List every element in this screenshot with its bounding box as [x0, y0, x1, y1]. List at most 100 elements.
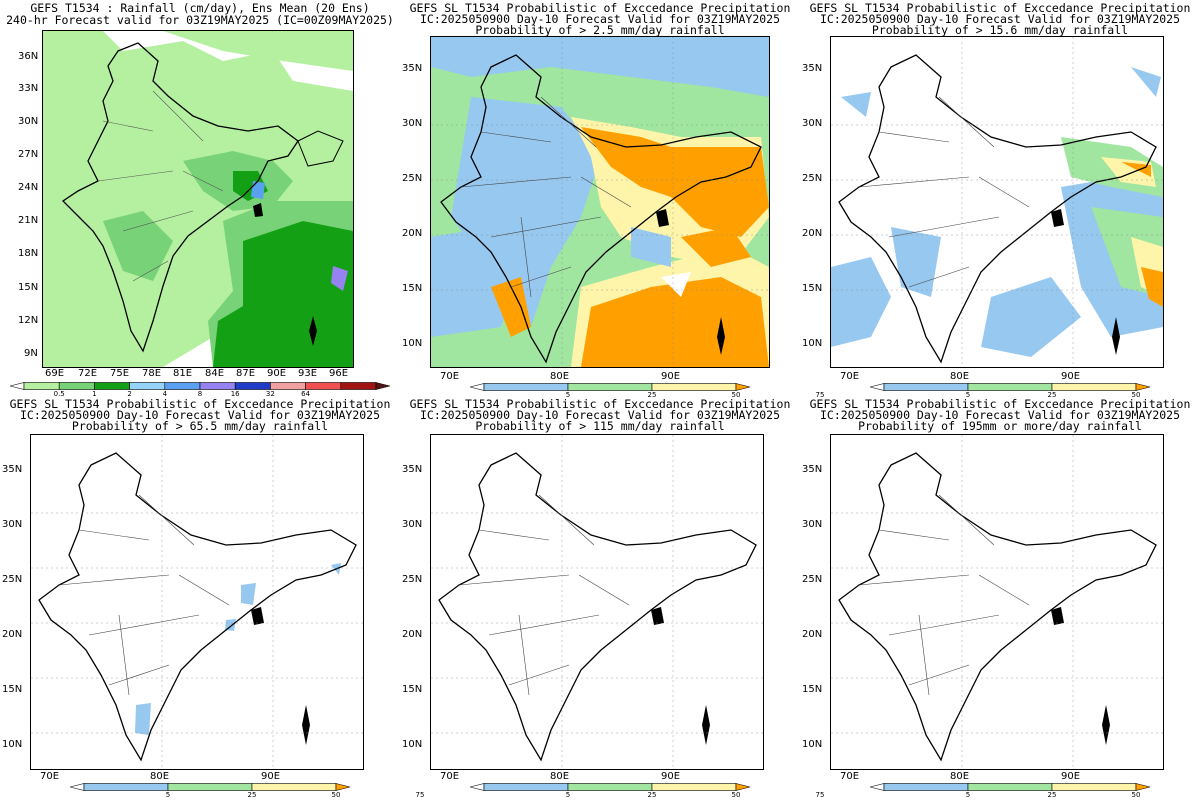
map-area [42, 30, 354, 368]
probability-map [831, 37, 1163, 367]
colorbar-segment [1135, 783, 1150, 791]
lat-label: 35N [402, 63, 423, 74]
lat-label: 20N [802, 629, 823, 640]
colorbar-segment [470, 783, 485, 791]
colorbar-tick-label: 25 [1047, 791, 1057, 799]
colorbar-tick-label: 0.5 [53, 390, 65, 398]
panel-title-line-1: GEFS SL T1534 Probabilistic of Exccedanc… [9, 397, 391, 411]
lon-label: 70E [840, 771, 860, 782]
panel-title-line-1: GEFS SL T1534 Probabilistic of Exccedanc… [409, 1, 791, 15]
panel-prob-65-5mm: GEFS SL T1534 Probabilistic of Exccedanc… [0, 397, 424, 800]
lat-label: 20N [802, 228, 823, 239]
lat-label: 15N [802, 684, 823, 695]
colorbar-segment [651, 783, 737, 791]
colorbar-segment [883, 383, 969, 391]
colorbar-tick-label: 25 [647, 791, 657, 799]
colorbar-tick-label: 50 [731, 791, 741, 799]
colorbar-segment [567, 783, 653, 791]
lon-label: 90E [261, 771, 281, 782]
colorbar-tick-label: 5 [565, 791, 571, 799]
map-area [30, 434, 364, 770]
lon-label: 69E [45, 368, 65, 379]
colorbar-segment [870, 783, 885, 791]
panel-prob-195mm: GEFS SL T1534 Probabilistic of Exccedanc… [800, 397, 1200, 800]
colorbar-segment [1135, 383, 1150, 391]
probability-map [31, 435, 363, 769]
lat-label: 10N [402, 739, 423, 750]
colorbar: 5 25 50 75 [70, 783, 424, 800]
lat-label: 10N [802, 739, 823, 750]
lon-label: 96E [329, 368, 349, 379]
lat-label: 15N [18, 282, 39, 293]
colorbar: 0.5 1 2 4 8 16 32 64 [10, 382, 390, 400]
lat-label: 33N [18, 83, 39, 94]
lat-label: 30N [402, 118, 423, 129]
lat-label: 30N [802, 519, 823, 530]
map-area [830, 36, 1164, 368]
colorbar-segment [94, 382, 130, 390]
colorbar-tick-label: 5 [965, 391, 971, 399]
colorbar-segment [340, 382, 377, 390]
panel-title-line-2: IC:2025050900 Day-10 Forecast Valid for … [419, 12, 781, 26]
colorbar-tick-label: 75 [415, 791, 425, 799]
colorbar-tick-label: 4 [162, 390, 168, 398]
lon-label: 81E [173, 368, 193, 379]
colorbar-segment [967, 783, 1053, 791]
lat-label: 35N [802, 63, 823, 74]
colorbar-tick-label: 16 [230, 390, 240, 398]
panel-title-line-3: Probability of > 15.6 mm/day rainfall [871, 23, 1129, 37]
panel-title-line-3: Probability of > 2.5 mm/day rainfall [475, 23, 725, 37]
colorbar-tick-label: 25 [247, 791, 257, 799]
panel-title-line-2: IC:2025050900 Day-10 Forecast Valid for … [819, 408, 1181, 422]
panel-title-line-2: IC:2025050900 Day-10 Forecast Valid for … [19, 408, 381, 422]
panel-prob-115mm: GEFS SL T1534 Probabilistic of Exccedanc… [400, 398, 824, 800]
lat-label: 15N [402, 684, 423, 695]
lat-label: 35N [802, 464, 823, 475]
colorbar-segment [470, 383, 485, 391]
colorbar-tick-label: 25 [647, 391, 657, 399]
colorbar-tick-label: 50 [331, 791, 341, 799]
panel-title-line-2: 240-hr Forecast valid for 03Z19MAY2025 (… [6, 13, 394, 27]
colorbar-segment [164, 382, 201, 390]
rainfall-map [43, 31, 353, 367]
lon-label: 70E [40, 771, 60, 782]
colorbar-segment [735, 383, 750, 391]
colorbar-segment [335, 783, 350, 791]
colorbar-segment [251, 783, 337, 791]
colorbar-segment [967, 383, 1053, 391]
colorbar-tick-label: 32 [265, 390, 275, 398]
panel-title-line-1: GEFS SL T1534 Probabilistic of Exccedanc… [809, 397, 1191, 411]
colorbar-tick-label: 5 [965, 791, 971, 799]
lat-label: 25N [802, 173, 823, 184]
colorbar-segment [870, 383, 885, 391]
colorbar-tick-label: 5 [565, 391, 571, 399]
lat-label: 25N [802, 574, 823, 585]
panel-title-line-1: GEFS SL T1534 Probabilistic of Exccedanc… [809, 1, 1191, 15]
colorbar-segment [735, 783, 750, 791]
lon-label: 80E [550, 371, 570, 382]
lat-label: 15N [802, 283, 823, 294]
lon-label: 90E [661, 371, 681, 382]
panel-ensemble-mean-rainfall: GEFS T1534 : Rainfall (cm/day), Ens Mean… [0, 0, 400, 400]
lat-label: 25N [402, 173, 423, 184]
panel-title-line-2: IC:2025050900 Day-10 Forecast Valid for … [819, 12, 1181, 26]
lon-label: 80E [550, 771, 570, 782]
lon-label: 75E [110, 368, 130, 379]
colorbar-tick-label: 1 [92, 390, 97, 398]
colorbar-segment [270, 382, 306, 390]
lat-label: 18N [18, 248, 39, 259]
lat-label: 30N [18, 116, 39, 127]
lon-label: 80E [950, 771, 970, 782]
lon-label: 87E [236, 368, 256, 379]
lat-label: 10N [402, 338, 423, 349]
colorbar-tick-label: 75 [815, 791, 825, 799]
lat-label: 12N [18, 315, 39, 326]
colorbar-segment [23, 382, 60, 390]
map-area [430, 36, 770, 368]
lat-label: 20N [402, 629, 423, 640]
colorbar-segment [129, 382, 166, 390]
probability-map [831, 435, 1163, 769]
lat-label: 10N [802, 338, 823, 349]
colorbar-tick-label: 75 [815, 391, 825, 399]
lat-label: 25N [2, 574, 23, 585]
